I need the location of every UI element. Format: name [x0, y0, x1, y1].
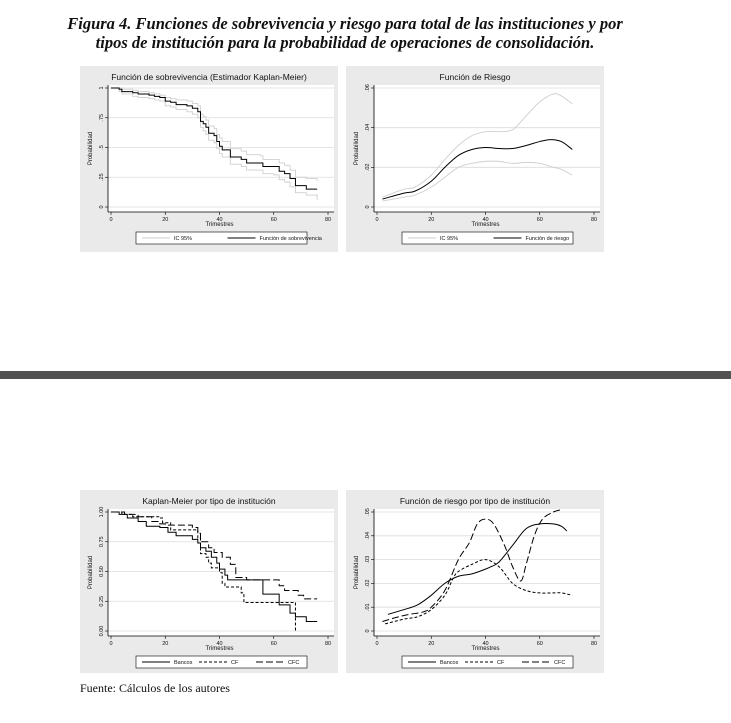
x-tick-label: 60 [537, 641, 543, 647]
series-line-2 [111, 511, 318, 600]
y-axis-label: Probabilidad [354, 556, 360, 589]
x-axis-label: Trimestres [205, 222, 233, 228]
chart-hazard: Función de Riesgo 0 .02 .04 .06 0 20 40 60 80 Trim… [346, 66, 604, 252]
chart-title: Función de Riesgo [440, 72, 511, 82]
y-tick-label: .75 [99, 114, 105, 122]
plot-area [374, 85, 600, 212]
series-line-0 [111, 511, 318, 622]
legend-label: CF [497, 660, 505, 666]
x-tick-label: 40 [216, 641, 222, 647]
legend-label: Función de sobrevivencia [260, 236, 323, 242]
series-line-1 [111, 87, 318, 181]
y-tick-label: .06 [365, 84, 371, 92]
legend-label: IC 95% [440, 236, 458, 242]
chart-hazard-by-type: Función de riesgo por tipo de institució… [346, 490, 604, 673]
legend-label: IC 95% [174, 236, 192, 242]
divider-bar [0, 371, 731, 379]
chart-svg: Kaplan-Meier por tipo de institución 0.00… [88, 496, 334, 669]
y-tick-label: .04 [365, 124, 371, 132]
series-line-2 [382, 139, 573, 200]
figure-caption: Figura 4. Funciones de sobrevivencia y r… [0, 14, 690, 52]
plot-area [108, 85, 334, 212]
chart-title: Kaplan-Meier por tipo de institución [142, 496, 276, 506]
y-tick-label: .04 [365, 532, 371, 540]
y-tick-label: 0.25 [99, 596, 105, 607]
series-line-0 [111, 87, 318, 200]
x-tick-label: 80 [325, 217, 331, 223]
x-tick-label: 0 [109, 641, 112, 647]
series-line-2 [382, 509, 562, 622]
chart-title: Función de sobrevivencia (Estimador Kapl… [111, 72, 307, 82]
legend-label: CFC [288, 660, 299, 666]
caption-line-2: tipos de institución para la probabilida… [95, 33, 595, 52]
y-tick-label: 1 [99, 86, 105, 89]
chart-title: Función de riesgo por tipo de institució… [400, 496, 551, 506]
y-tick-label: .5 [99, 145, 105, 150]
legend-label: Bancos [174, 660, 193, 666]
x-tick-label: 60 [537, 217, 543, 223]
y-axis-label: Probabilidad [88, 556, 94, 589]
x-tick-label: 40 [482, 217, 488, 223]
y-tick-label: .02 [365, 580, 371, 588]
legend-label: CFC [554, 660, 565, 666]
x-tick-label: 80 [591, 641, 597, 647]
y-tick-label: 0.00 [99, 626, 105, 637]
legend-label: Función de riesgo [526, 236, 570, 242]
y-axis-label: Probabilidad [354, 132, 360, 165]
y-tick-label: .01 [365, 603, 371, 611]
y-tick-label: .02 [365, 164, 371, 172]
series-line-1 [382, 160, 573, 202]
series-line-1 [385, 559, 573, 625]
y-tick-label: 0.75 [99, 536, 105, 547]
series-line-0 [387, 522, 568, 615]
source-note: Fuente: Cálculos de los autores [80, 681, 230, 695]
x-tick-label: 20 [428, 641, 434, 647]
y-tick-label: .25 [99, 173, 105, 181]
x-axis-label: Trimestres [471, 646, 499, 652]
y-tick-label: 0.50 [99, 566, 105, 577]
x-axis-label: Trimestres [471, 222, 499, 228]
x-tick-label: 60 [271, 641, 277, 647]
plot-area [374, 509, 600, 636]
series-line-2 [111, 87, 318, 190]
x-tick-label: 20 [162, 217, 168, 223]
y-tick-label: 0 [99, 205, 105, 208]
x-tick-label: 0 [109, 217, 112, 223]
x-tick-label: 40 [482, 641, 488, 647]
chart-svg: Función de riesgo por tipo de institució… [354, 496, 600, 669]
x-tick-label: 60 [271, 217, 277, 223]
chart-km-by-type: Kaplan-Meier por tipo de institución 0.00… [80, 490, 338, 673]
legend-label: Bancos [440, 660, 459, 666]
caption-line-1: Figura 4. Funciones de sobrevivencia y r… [67, 14, 623, 33]
legend-label: CF [231, 660, 239, 666]
y-tick-label: 0 [365, 205, 371, 208]
series-line-1 [111, 511, 296, 631]
chart-svg: Función de Riesgo 0 .02 .04 .06 0 20 40 60 80 Trim… [354, 72, 600, 245]
x-tick-label: 80 [591, 217, 597, 223]
x-tick-label: 0 [375, 217, 378, 223]
x-tick-label: 40 [216, 217, 222, 223]
legend-box [135, 231, 308, 245]
x-tick-label: 20 [162, 641, 168, 647]
x-axis-label: Trimestres [205, 646, 233, 652]
y-tick-label: 1.00 [99, 507, 105, 518]
y-axis-label: Probabilidad [88, 132, 94, 165]
x-tick-label: 80 [325, 641, 331, 647]
x-tick-label: 0 [375, 641, 378, 647]
legend-box [401, 231, 574, 245]
chart-survival-km: Función de sobrevivencia (Estimador Kapl… [80, 66, 338, 252]
y-tick-label: .05 [365, 508, 371, 516]
chart-svg: Función de sobrevivencia (Estimador Kapl… [88, 72, 334, 245]
y-tick-label: .03 [365, 556, 371, 564]
x-tick-label: 20 [428, 217, 434, 223]
y-tick-label: 0 [365, 629, 371, 632]
series-line-0 [382, 93, 573, 198]
